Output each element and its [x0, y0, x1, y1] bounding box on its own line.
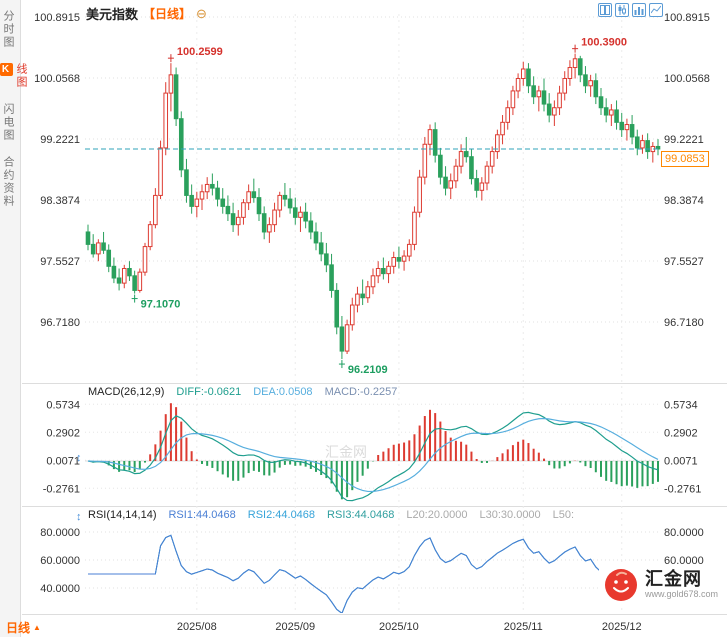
main-y-tick-right: 98.3874: [664, 195, 704, 207]
main-y-tick-left: 100.8915: [34, 12, 80, 24]
price-annotation: 97.1070: [141, 299, 181, 311]
macd-dea-value: DEA:0.0508: [253, 386, 313, 398]
price-annotation: 96.2109: [348, 364, 388, 376]
main-y-tick-right: 100.8915: [664, 12, 710, 24]
macd-y-tick-right: 0.0071: [664, 455, 698, 467]
rsi-header: RSI(14,14,14) RSI1:44.0468 RSI2:44.0468 …: [88, 509, 574, 521]
main-y-tick-right: 96.7180: [664, 317, 704, 329]
period-tag: 【日线】: [143, 7, 192, 21]
macd-header: MACD(26,12,9) DIFF:-0.0621 DEA:0.0508 MA…: [88, 386, 397, 398]
macd-y-tick-right: 0.2902: [664, 427, 698, 439]
kline-label: 线图: [15, 63, 27, 89]
rsi-series: [88, 534, 659, 613]
macd-indicator-name: MACD(26,12,9): [88, 386, 165, 398]
main-y-tick-right: 100.0568: [664, 73, 710, 85]
rsi-l30-value: L30:30.0000: [479, 509, 541, 521]
kline-badge-icon: K: [0, 63, 13, 76]
x-axis-month-label: 2025/10: [379, 621, 419, 633]
period-selector-label: 日线: [6, 621, 31, 635]
rsi-panel-resize-icon[interactable]: ↕: [76, 511, 82, 523]
period-selector[interactable]: 日线 ▲: [6, 619, 41, 636]
main-y-tick-left: 97.5527: [40, 256, 80, 268]
macd-series: [85, 403, 660, 502]
sidebar-item-lightning-chart[interactable]: 闪电图: [2, 103, 14, 142]
x-axis-month-label: 2025/12: [602, 621, 642, 633]
macd-y-tick-right: -0.2761: [664, 483, 701, 495]
x-axis-month-label: 2025/09: [275, 621, 315, 633]
chart-title-bar: 美元指数 【日线】 ⊖: [86, 4, 207, 23]
sidebar: 分时图 K 线图 闪电图 合约资料: [0, 0, 27, 637]
settings-icon[interactable]: ⊖: [196, 6, 207, 21]
bar-chart-icon[interactable]: [632, 3, 646, 17]
x-axis-month-label: 2025/08: [177, 621, 217, 633]
logo-name: 汇金网: [644, 569, 702, 590]
current-price-tag: 99.0853: [661, 151, 709, 167]
macd-y-tick-left: 0.2902: [46, 427, 80, 439]
macd-diff-value: DIFF:-0.0621: [176, 386, 242, 398]
rsi2-value: RSI2:44.0468: [247, 509, 316, 521]
rsi-l50-value: L50:: [552, 509, 575, 521]
main-y-tick-left: 100.0568: [34, 73, 80, 85]
rsi3-value: RSI3:44.0468: [327, 509, 395, 521]
layout-icon[interactable]: [598, 3, 612, 17]
rsi-indicator-name: RSI(14,14,14): [88, 509, 157, 521]
rsi-l20-value: L20:20.0000: [406, 509, 468, 521]
macd-panel-resize-icon[interactable]: ↕: [76, 452, 82, 464]
macd-hist-value: MACD:-0.2257: [324, 386, 398, 398]
chevron-up-icon: ▲: [33, 623, 41, 632]
price-annotation: 100.2599: [177, 46, 223, 58]
sidebar-item-contract-info[interactable]: 合约资料: [2, 156, 14, 208]
macd-y-tick-left: -0.2761: [43, 483, 80, 495]
logo-site-url: www.gold678.com: [644, 588, 718, 599]
main-y-tick-right: 97.5527: [664, 256, 704, 268]
rsi-y-tick-left: 40.0000: [40, 583, 80, 595]
macd-y-tick-left: 0.5734: [46, 399, 80, 411]
rsi-y-tick-left: 80.0000: [40, 527, 80, 539]
line-chart-icon[interactable]: [649, 3, 663, 17]
rsi-y-tick-left: 60.0000: [40, 555, 80, 567]
candlestick-icon[interactable]: [615, 3, 629, 17]
instrument-title: 美元指数: [86, 7, 139, 22]
main-y-tick-left: 98.3874: [40, 195, 80, 207]
main-y-tick-right: 99.2221: [664, 134, 704, 146]
macd-y-tick-right: 0.5734: [664, 399, 698, 411]
x-axis-month-label: 2025/11: [504, 621, 543, 633]
rsi-y-tick-right: 60.0000: [664, 555, 704, 567]
chart-toolbar: [598, 3, 663, 17]
rsi-y-tick-right: 80.0000: [664, 527, 704, 539]
main-y-tick-left: 96.7180: [40, 317, 80, 329]
macd-y-tick-left: 0.0071: [46, 455, 80, 467]
sidebar-item-time-chart[interactable]: 分时图: [2, 10, 14, 49]
site-logo: 汇金网 www.gold678.com: [598, 565, 722, 605]
logo-face-icon: [604, 569, 637, 601]
sidebar-item-kline-chart[interactable]: K 线图: [0, 63, 27, 89]
candlestick-series: [85, 53, 661, 360]
main-y-tick-left: 99.2221: [40, 134, 80, 146]
rsi1-value: RSI1:44.0468: [168, 509, 236, 521]
price-annotation: 100.3900: [581, 37, 627, 49]
